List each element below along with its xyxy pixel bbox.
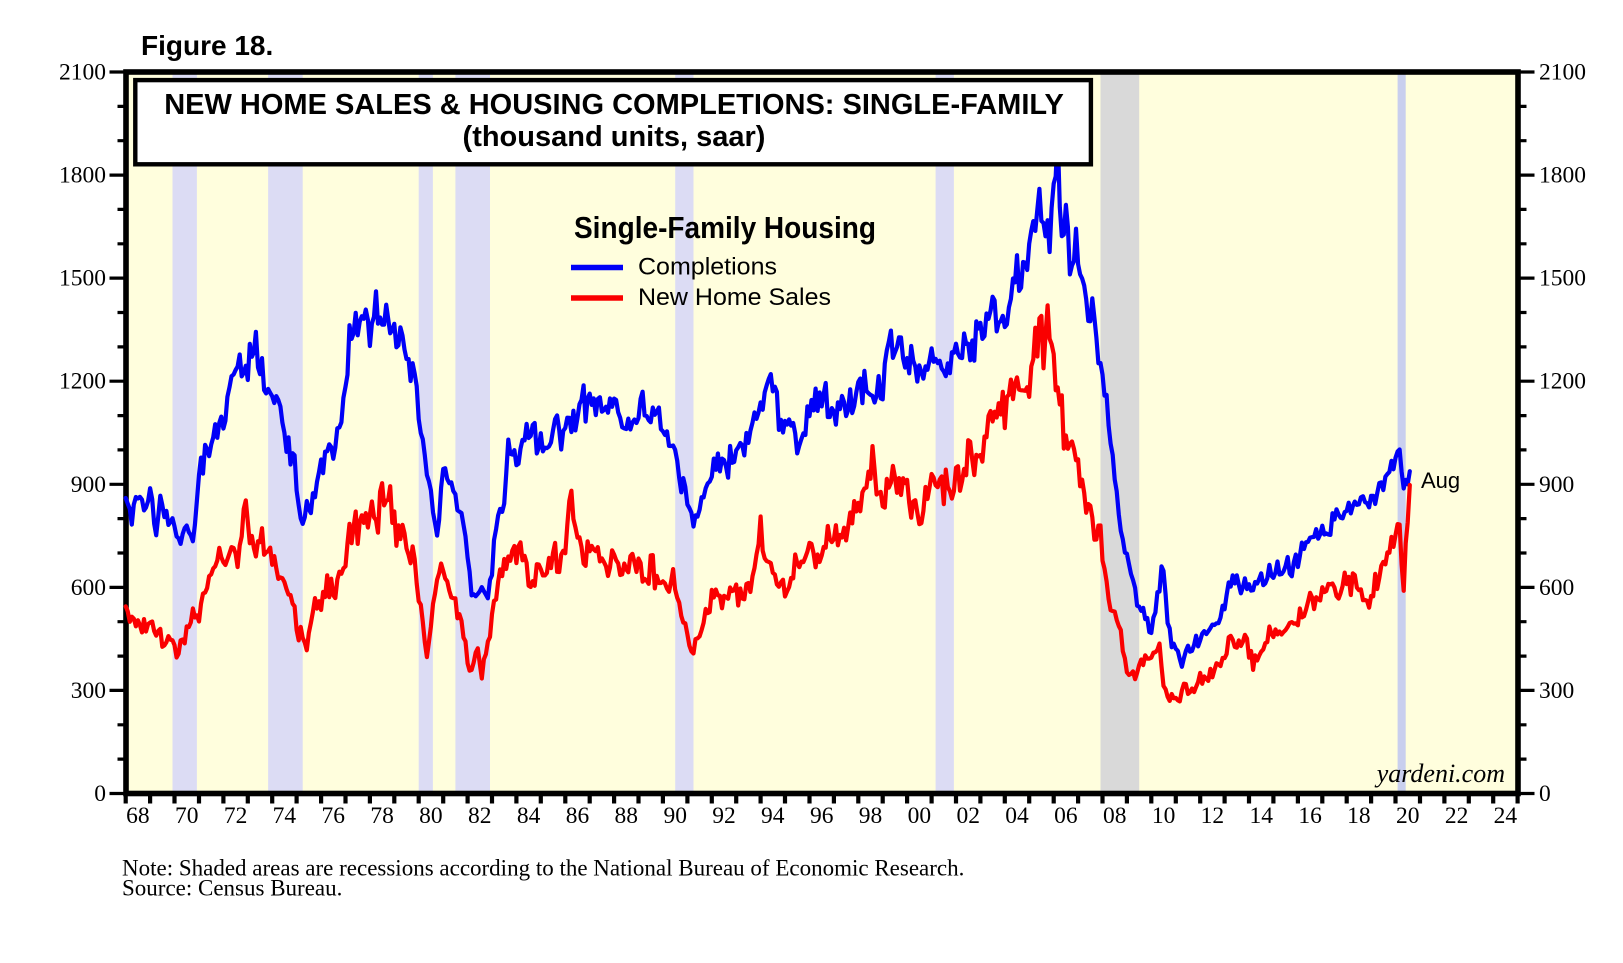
svg-text:1200: 1200 (1539, 369, 1586, 395)
svg-text:900: 900 (71, 472, 106, 498)
svg-text:1500: 1500 (59, 266, 106, 292)
svg-text:yardeni.com: yardeni.com (1374, 759, 1505, 788)
svg-text:600: 600 (1539, 575, 1574, 601)
svg-text:18: 18 (1347, 803, 1371, 829)
svg-text:10: 10 (1152, 803, 1176, 829)
svg-text:04: 04 (1005, 803, 1029, 829)
svg-text:24: 24 (1494, 803, 1518, 829)
svg-text:1200: 1200 (59, 369, 106, 395)
svg-text:2100: 2100 (1539, 60, 1586, 86)
svg-text:08: 08 (1103, 803, 1127, 829)
svg-text:72: 72 (224, 803, 248, 829)
svg-text:68: 68 (126, 803, 150, 829)
svg-text:90: 90 (663, 803, 687, 829)
svg-text:2100: 2100 (59, 60, 106, 86)
svg-text:74: 74 (273, 803, 297, 829)
svg-text:02: 02 (956, 803, 980, 829)
svg-text:88: 88 (615, 803, 639, 829)
svg-text:0: 0 (94, 781, 106, 807)
svg-text:1500: 1500 (1539, 266, 1586, 292)
svg-text:New Home Sales: New Home Sales (638, 284, 831, 311)
svg-text:82: 82 (468, 803, 492, 829)
svg-text:84: 84 (517, 803, 541, 829)
svg-text:Single-Family Housing: Single-Family Housing (574, 210, 876, 245)
svg-text:20: 20 (1396, 803, 1420, 829)
svg-text:94: 94 (761, 803, 785, 829)
svg-text:300: 300 (1539, 678, 1574, 704)
svg-text:14: 14 (1249, 803, 1273, 829)
svg-text:Note: Shaded areas are recessi: Note: Shaded areas are recessions accord… (122, 856, 964, 881)
svg-text:(thousand units, saar): (thousand units, saar) (463, 121, 766, 153)
svg-text:16: 16 (1298, 803, 1322, 829)
svg-text:Figure 18.: Figure 18. (141, 30, 273, 61)
svg-text:76: 76 (322, 803, 346, 829)
svg-text:NEW HOME SALES & HOUSING COMPL: NEW HOME SALES & HOUSING COMPLETIONS: SI… (164, 89, 1064, 121)
svg-text:70: 70 (175, 803, 199, 829)
svg-text:96: 96 (810, 803, 834, 829)
svg-text:Aug: Aug (1421, 468, 1460, 493)
svg-text:12: 12 (1201, 803, 1225, 829)
svg-text:86: 86 (566, 803, 590, 829)
svg-text:78: 78 (370, 803, 394, 829)
svg-text:98: 98 (859, 803, 883, 829)
svg-text:Source: Census Bureau.: Source: Census Bureau. (122, 875, 342, 900)
svg-text:900: 900 (1539, 472, 1574, 498)
svg-text:Completions: Completions (638, 254, 777, 281)
svg-text:00: 00 (908, 803, 932, 829)
svg-text:1800: 1800 (59, 163, 106, 189)
svg-text:22: 22 (1445, 803, 1469, 829)
svg-text:0: 0 (1539, 781, 1551, 807)
svg-text:300: 300 (71, 678, 106, 704)
svg-text:600: 600 (71, 575, 106, 601)
svg-text:06: 06 (1054, 803, 1078, 829)
svg-text:92: 92 (712, 803, 736, 829)
svg-text:1800: 1800 (1539, 163, 1586, 189)
svg-text:80: 80 (419, 803, 443, 829)
